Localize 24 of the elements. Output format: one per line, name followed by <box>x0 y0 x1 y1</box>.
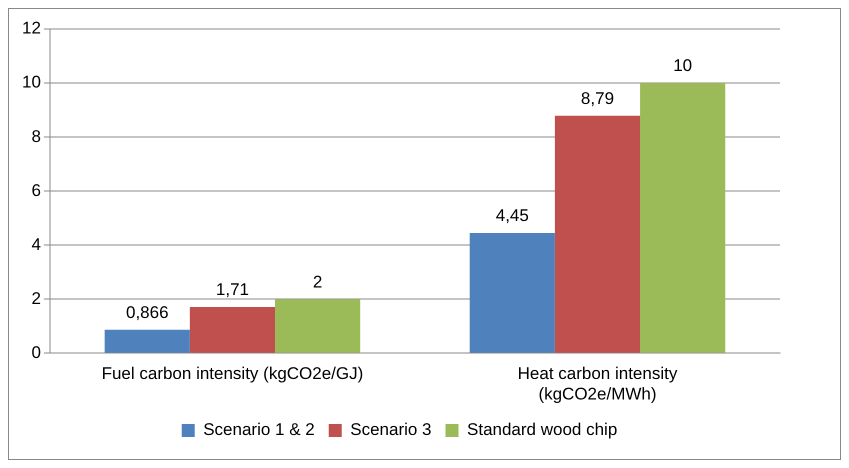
bar <box>470 232 555 353</box>
y-tick-label: 12 <box>22 18 41 38</box>
legend-label: Standard wood chip <box>467 420 618 440</box>
bar <box>554 116 640 353</box>
y-tick-label: 0 <box>31 342 41 362</box>
data-label: 8,79 <box>580 88 614 108</box>
data-label: 1,71 <box>216 280 249 300</box>
data-label: 0,866 <box>126 302 169 322</box>
bar <box>190 307 276 353</box>
legend-label: Scenario 1 & 2 <box>203 420 315 440</box>
y-tick-label: 6 <box>31 180 41 200</box>
y-tick-label: 2 <box>31 288 41 308</box>
data-label: 2 <box>312 272 322 292</box>
bar <box>275 299 360 353</box>
y-tick-label: 10 <box>22 72 41 92</box>
x-tick-label: Fuel carbon intensity (kgCO2e/GJ) <box>102 364 364 384</box>
legend-label: Scenario 3 <box>350 420 432 440</box>
y-tick-label: 8 <box>31 126 41 146</box>
y-tick-label: 4 <box>31 234 41 254</box>
data-label: 4,45 <box>496 206 529 226</box>
bar <box>640 83 726 353</box>
data-label: 10 <box>673 56 692 76</box>
bar <box>104 330 190 353</box>
x-tick-label: Heat carbon intensity (kgCO2e/MWh) <box>518 364 678 404</box>
